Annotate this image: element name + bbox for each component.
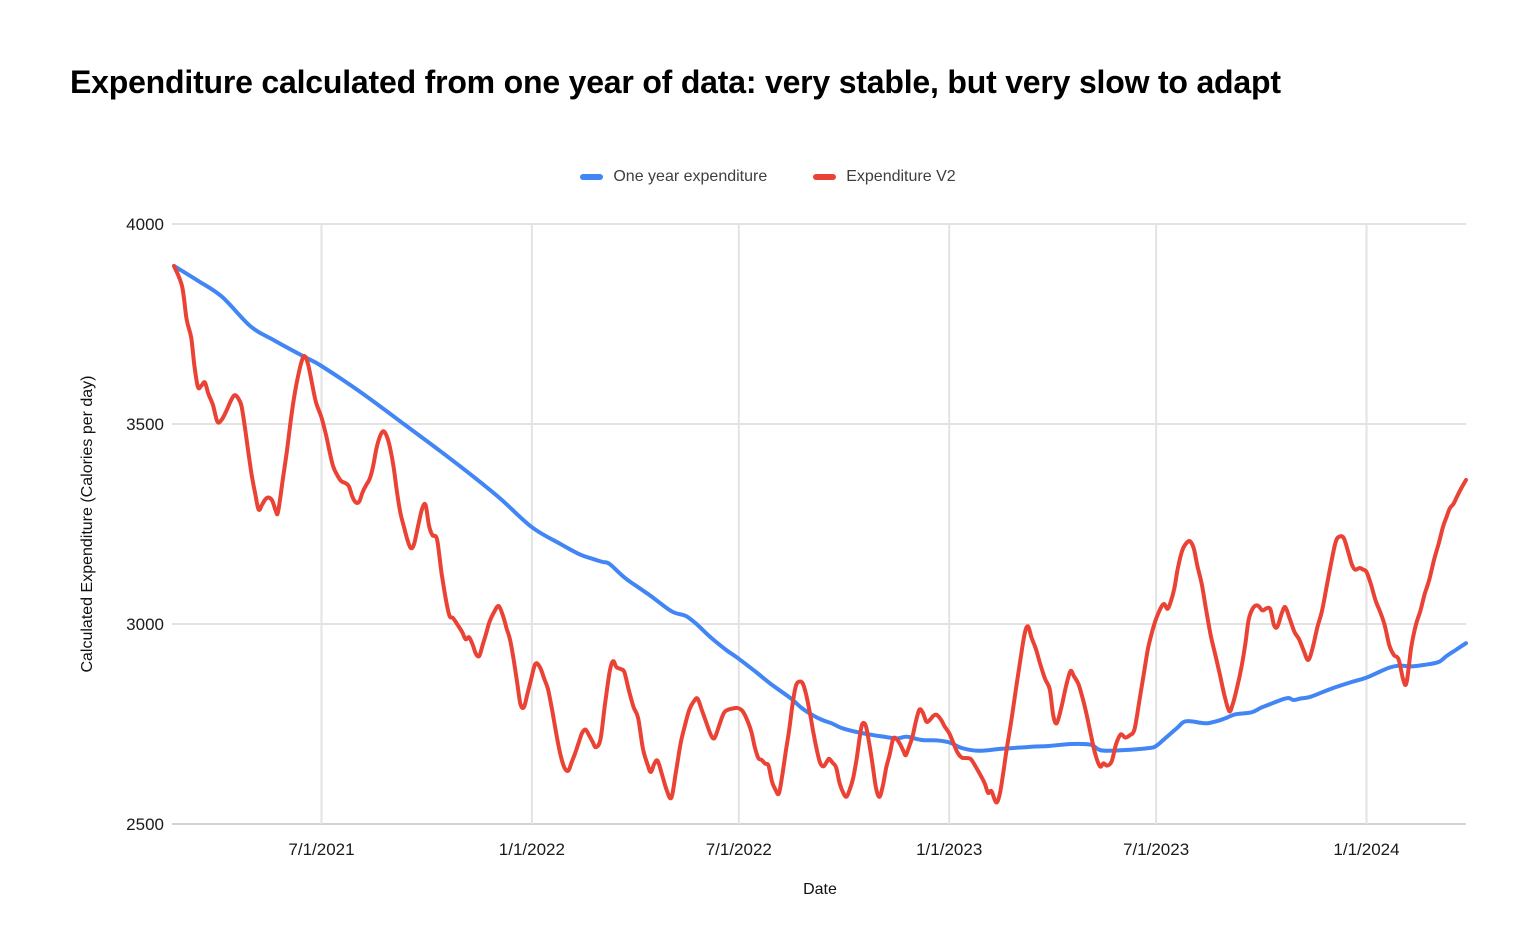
chart-title: Expenditure calculated from one year of …: [70, 64, 1281, 100]
y-tick-label: 3000: [126, 615, 164, 634]
x-tick-label: 7/1/2022: [706, 840, 772, 859]
x-tick-label: 1/1/2023: [916, 840, 982, 859]
x-axis-title: Date: [803, 881, 837, 898]
legend: One year expenditure Expenditure V2: [0, 168, 1536, 186]
x-tick-label: 7/1/2023: [1123, 840, 1189, 859]
y-tick-label: 3500: [126, 415, 164, 434]
x-tick-label: 1/1/2024: [1333, 840, 1399, 859]
legend-item-one-year-expenditure: One year expenditure: [580, 168, 767, 186]
y-axis-title: Calculated Expenditure (Calories per day…: [79, 375, 96, 673]
x-tick-label: 1/1/2022: [499, 840, 565, 859]
legend-swatch-red-icon: [813, 174, 837, 180]
legend-item-expenditure-v2: Expenditure V2: [813, 168, 956, 186]
series-line-one-year-expenditure: [172, 264, 1468, 753]
y-tick-label: 4000: [126, 215, 164, 234]
legend-label: One year expenditure: [613, 168, 768, 185]
legend-label: Expenditure V2: [846, 168, 956, 185]
x-tick-label: 7/1/2021: [288, 840, 354, 859]
series-line-expenditure-v2: [172, 264, 1468, 805]
legend-swatch-blue-icon: [580, 174, 604, 180]
y-tick-label: 2500: [126, 815, 164, 834]
